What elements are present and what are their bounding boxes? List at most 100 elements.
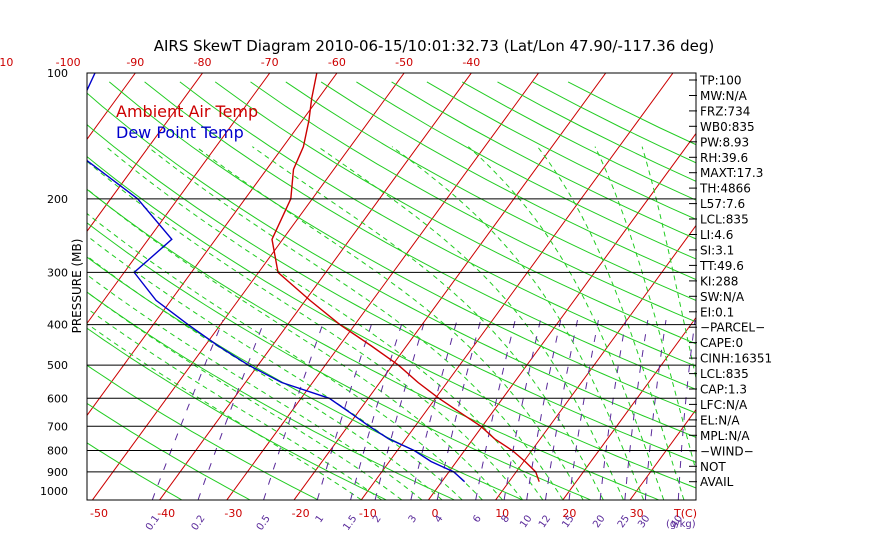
- x-axis-temp-unit: T(C): [673, 507, 697, 520]
- index-entry: CAP:1.3: [700, 383, 747, 397]
- isotherm-line: [226, 73, 540, 500]
- top-temp-tick-label: -70: [261, 56, 279, 69]
- index-entry: FRZ:734: [700, 104, 750, 118]
- bottom-temp-tick-label: 0: [432, 507, 439, 520]
- index-entry: EI:0.1: [700, 305, 734, 319]
- mixing-ratio-label: 3: [407, 513, 420, 525]
- isotherm-line: [92, 73, 405, 500]
- legend-entry-dewpoint: Dew Point Temp: [116, 123, 244, 142]
- isotherm-line: [87, 73, 204, 233]
- index-entry: KI:288: [700, 274, 738, 288]
- mixing-ratio-label: 1: [314, 513, 327, 525]
- mixing-ratio-line: [263, 319, 325, 500]
- moist-adiabat-line: [87, 274, 423, 500]
- isotherm-line: [562, 316, 696, 500]
- plot-frame: [86, 72, 697, 501]
- mixing-ratio-line: [197, 319, 266, 500]
- index-entry: EL:N/A: [700, 413, 740, 427]
- mixing-ratio-label: 8: [499, 513, 512, 525]
- dry-adiabat-line: [214, 81, 696, 345]
- index-entry: −PARCEL−: [700, 321, 765, 335]
- index-entry: SW:N/A: [700, 290, 745, 304]
- dry-adiabat-line: [250, 81, 696, 323]
- dry-adiabat-line: [87, 256, 523, 500]
- y-tick-label: 700: [47, 420, 68, 433]
- y-axis-label: PRESSURE (MB): [70, 239, 84, 334]
- dry-adiabat-line: [356, 81, 696, 260]
- index-entry: TP:100: [699, 74, 742, 88]
- mixing-ratio-label: 6: [471, 513, 484, 525]
- index-entry: TH:4866: [699, 182, 751, 196]
- profile-series: [87, 73, 540, 483]
- mixing-ratio-label: 2: [371, 513, 384, 525]
- index-entry: LCL:835: [700, 367, 749, 381]
- y-tick-label: 300: [47, 266, 68, 279]
- dry-adiabat-line: [108, 81, 696, 414]
- index-entry: MW:N/A: [700, 89, 748, 103]
- index-entry: WB0:835: [700, 120, 755, 134]
- dry-adiabat-line: [87, 124, 696, 463]
- mixing-ratio-line: [436, 319, 482, 500]
- mixing-ratio-line: [599, 320, 627, 500]
- legend-entry-temperature: Ambient Air Temp: [116, 102, 258, 121]
- y-tick-label: 1000: [40, 485, 68, 498]
- moist-adiabat-line: [87, 255, 443, 500]
- chart-title: AIRS SkewT Diagram 2010-06-15/10:01:32.7…: [154, 37, 715, 55]
- top-temp-tick-label: -100: [56, 56, 81, 69]
- index-entry: RH:39.6: [700, 151, 748, 165]
- isotherm-line: [293, 73, 607, 500]
- index-entry: NOT: [700, 460, 726, 474]
- bottom-temp-tick-label: 30: [630, 507, 644, 520]
- isotherm-line: [87, 73, 338, 417]
- mixing-ratio-line: [526, 319, 562, 500]
- bottom-temp-tick-label: -50: [90, 507, 108, 520]
- index-entry: LCL:835: [700, 213, 749, 227]
- moist-adiabat-line: [87, 188, 503, 500]
- top-temp-tick-label: -40: [462, 56, 480, 69]
- mixing-ratio-line: [677, 320, 696, 500]
- isotherm-line: [629, 408, 696, 500]
- isotherm-line: [87, 73, 136, 141]
- mixing-ratio-line: [568, 320, 599, 500]
- dry-adiabat-line: [285, 81, 696, 301]
- bottom-temp-tick-label: -40: [157, 507, 175, 520]
- y-tick-label: 400: [47, 319, 68, 332]
- dry-adiabat-line: [87, 327, 387, 500]
- bottom-temp-tick-label: 10: [495, 507, 509, 520]
- mixing-ratio-line: [644, 320, 667, 500]
- mixing-ratio-label: 4: [433, 513, 446, 525]
- mixing-ratio-line: [374, 319, 426, 500]
- dry-adiabat-line: [87, 155, 696, 489]
- bottom-temp-tick-label: 20: [562, 507, 576, 520]
- bottom-temp-tick-label: -30: [224, 507, 242, 520]
- legend: Ambient Air Temp Dew Point Temp: [116, 102, 258, 142]
- mixing-ratio-line: [624, 320, 649, 500]
- bottom-temp-tick-label: -20: [292, 507, 310, 520]
- index-entry: TT:49.6: [699, 259, 744, 273]
- y-tick-label: 900: [47, 466, 68, 479]
- dry-adiabat-line: [320, 81, 696, 281]
- top-temp-tick-label: -80: [194, 56, 212, 69]
- mixing-ratio-line: [410, 319, 458, 500]
- index-entry: MPL:N/A: [700, 429, 750, 443]
- top-temp-tick-label: -90: [126, 56, 144, 69]
- dry-adiabat-line: [87, 291, 455, 500]
- y-tick-label: 100: [47, 67, 68, 80]
- dry-adiabat-line: [87, 364, 319, 500]
- mixing-ratio-line: [350, 319, 404, 500]
- moist-adiabat-line: [87, 307, 382, 500]
- y-tick-label: 600: [47, 392, 68, 405]
- x-axis-mixing-unit: (g/kg): [666, 519, 696, 530]
- mixing-ratio-line: [475, 319, 516, 500]
- bottom-temp-tick-label: -10: [359, 507, 377, 520]
- axes: [86, 72, 697, 501]
- index-entry: MAXT:17.3: [700, 166, 763, 180]
- mixing-ratio-line: [316, 319, 374, 500]
- temperature-profile-line: [271, 73, 540, 482]
- dry-adiabat-line: [87, 92, 696, 438]
- top-temp-tick-label: -110: [0, 56, 13, 69]
- isotherm-line: [360, 73, 674, 500]
